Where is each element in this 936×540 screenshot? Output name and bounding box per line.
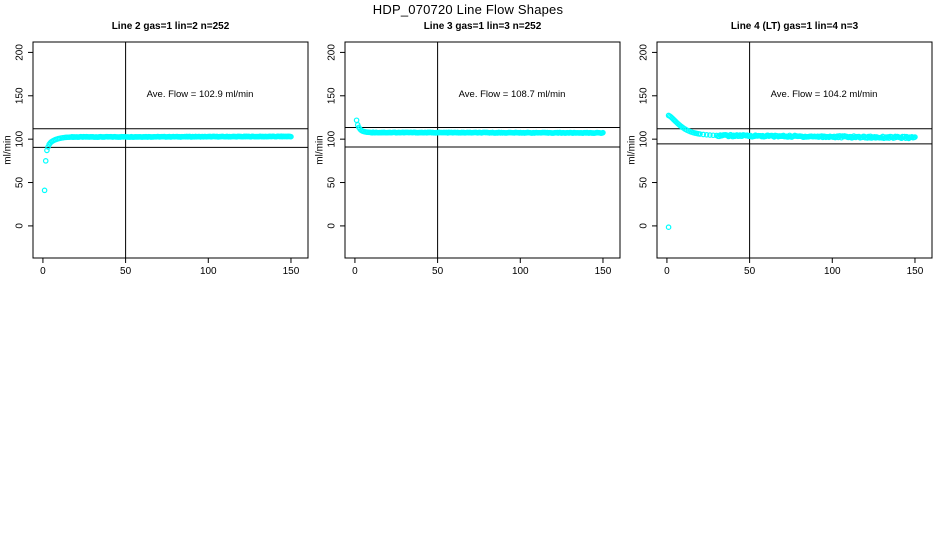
chart-title: HDP_070720 Line Flow Shapes bbox=[372, 2, 564, 17]
y-tick-label: 150 bbox=[15, 87, 26, 104]
panel-line-3: 0 50 100 150 0 50 100 150 200 ml/min Line 3 gas=1… bbox=[312, 0, 624, 280]
x-tick-label: 50 bbox=[432, 266, 444, 277]
x-tick-label: 50 bbox=[744, 266, 756, 277]
y-tick-label: 200 bbox=[15, 44, 26, 61]
x-tick-label: 0 bbox=[40, 266, 46, 277]
y-axis-label: ml/min bbox=[627, 135, 638, 164]
y-axis-label: ml/min bbox=[3, 135, 14, 164]
data-points bbox=[41, 133, 294, 194]
ave-flow-label: Ave. Flow = 102.9 ml/min bbox=[146, 89, 254, 100]
y-tick-label: 0 bbox=[327, 223, 338, 229]
x-tick-label: 150 bbox=[907, 266, 924, 277]
panel-title: Line 2 gas=1 lin=2 n=252 bbox=[111, 21, 230, 32]
y-tick-label: 50 bbox=[15, 177, 26, 189]
y-tick-label: 0 bbox=[639, 223, 650, 229]
ave-flow-label: Ave. Flow = 108.7 ml/min bbox=[458, 89, 566, 100]
x-tick-label: 150 bbox=[595, 266, 612, 277]
y-tick-label: 100 bbox=[327, 130, 338, 147]
plot-box bbox=[656, 41, 933, 259]
y-tick-label: 100 bbox=[639, 130, 650, 147]
y-axis-label: ml/min bbox=[315, 135, 326, 164]
plot-line-3: 0 50 100 150 0 50 100 150 200 ml/min bbox=[315, 41, 621, 277]
plot-box bbox=[32, 41, 309, 259]
ave-flow-label: Ave. Flow = 104.2 ml/min bbox=[770, 89, 878, 100]
panel-line-4: 0 50 100 150 0 50 100 150 200 ml/min Line 4 (LT) … bbox=[624, 0, 936, 280]
x-tick-label: 100 bbox=[512, 266, 529, 277]
plot-box bbox=[344, 41, 621, 259]
data-points bbox=[665, 112, 918, 231]
panel-title: Line 4 (LT) gas=1 lin=4 n=3 bbox=[730, 21, 859, 32]
x-tick-label: 50 bbox=[120, 266, 132, 277]
x-tick-label: 100 bbox=[824, 266, 841, 277]
x-tick-label: 150 bbox=[283, 266, 300, 277]
data-points bbox=[353, 117, 606, 136]
y-tick-label: 100 bbox=[15, 130, 26, 147]
panel-title: Line 3 gas=1 lin=3 n=252 bbox=[423, 21, 542, 32]
y-tick-label: 50 bbox=[327, 177, 338, 189]
plot-line-2: 0 50 100 150 0 50 100 150 200 ml/min bbox=[3, 41, 309, 277]
y-tick-label: 50 bbox=[639, 177, 650, 189]
panel-line-2: 0 50 100 150 0 50 100 150 200 ml/min Line 2 gas=1… bbox=[0, 0, 312, 280]
x-tick-label: 0 bbox=[664, 266, 670, 277]
y-tick-label: 200 bbox=[639, 44, 650, 61]
y-tick-label: 0 bbox=[15, 223, 26, 229]
plot-line-4: 0 50 100 150 0 50 100 150 200 ml/min bbox=[627, 41, 933, 277]
x-tick-label: 100 bbox=[200, 266, 217, 277]
x-tick-label: 0 bbox=[352, 266, 358, 277]
y-tick-label: 150 bbox=[639, 87, 650, 104]
y-tick-label: 200 bbox=[327, 44, 338, 61]
y-tick-label: 150 bbox=[327, 87, 338, 104]
